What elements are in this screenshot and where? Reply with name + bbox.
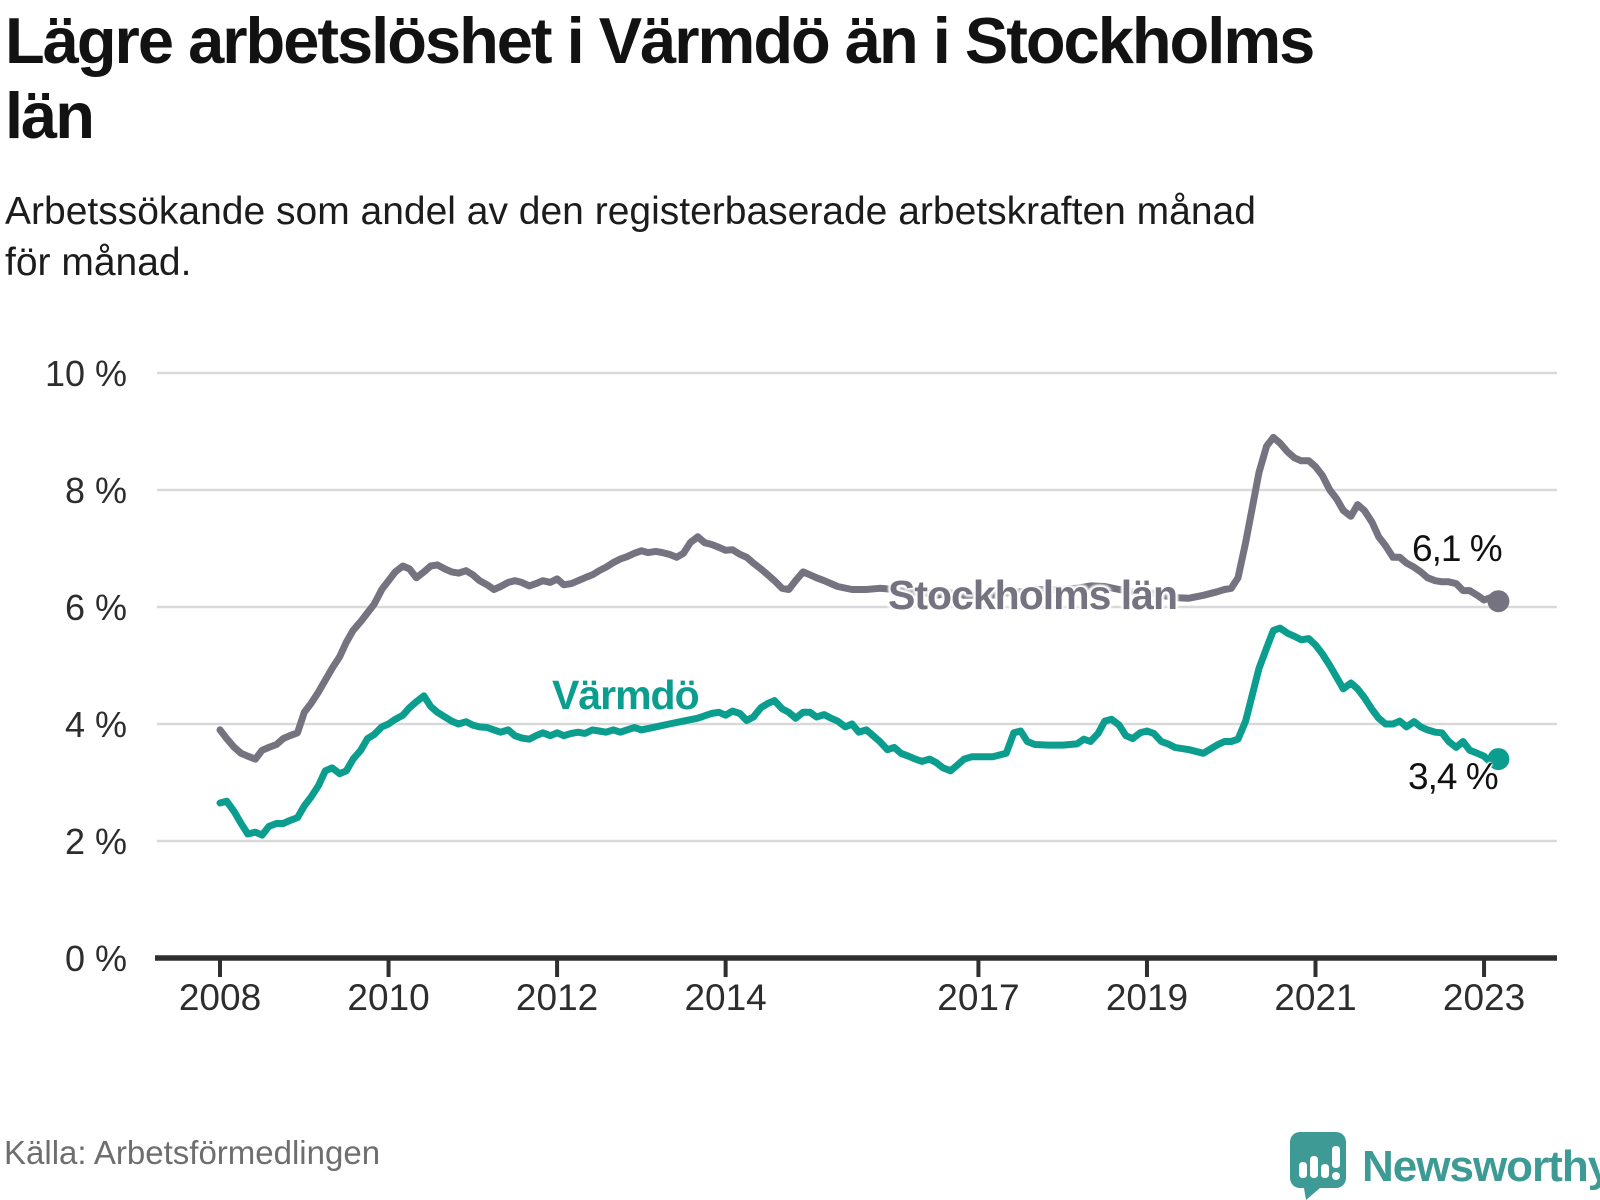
- x-tick-label: 2023: [1443, 977, 1525, 1018]
- x-tick-label: 2010: [347, 977, 429, 1018]
- y-tick-label: 4 %: [65, 704, 127, 745]
- source-note: Källa: Arbetsförmedlingen: [4, 1134, 381, 1171]
- y-tick-label: 0 %: [65, 938, 127, 979]
- x-tick-label: 2012: [516, 977, 598, 1018]
- y-tick-label: 10 %: [45, 353, 127, 394]
- series-label-varmdo: Värmdö: [552, 672, 700, 718]
- x-tick-label: 2017: [937, 977, 1019, 1018]
- line-stockholms-lan: [216, 433, 1502, 763]
- x-tick-label: 2008: [179, 977, 261, 1018]
- end-dot-varmdo: [1487, 748, 1510, 771]
- y-tick-label: 6 %: [65, 587, 127, 628]
- page-title: Lägre arbetslöshet i Värmdö än i Stockho…: [5, 4, 1315, 152]
- x-tick-label: 2014: [684, 977, 766, 1018]
- y-tick-label: 2 %: [65, 821, 127, 862]
- chart-subtitle: Arbetssökande som andel av den registerb…: [5, 190, 1256, 285]
- y-tick-label: 8 %: [65, 470, 127, 511]
- line-varmdo: [216, 624, 1502, 839]
- newsworthy-brand: Newsworthy: [1286, 1130, 1600, 1200]
- newsworthy-logo-text: Newsworthy: [1362, 1142, 1600, 1191]
- end-value-label-stockholms-lan: 6,1 %: [1412, 528, 1503, 569]
- x-tick-label: 2019: [1106, 977, 1188, 1018]
- newsworthy-logo-icon: [1290, 1132, 1346, 1200]
- end-value-label-varmdo: 3,4 %: [1408, 756, 1499, 797]
- series-label-stockholms-lan: Stockholms län: [888, 572, 1178, 618]
- end-dot-stockholms-lan: [1487, 590, 1510, 613]
- x-tick-label: 2021: [1274, 977, 1356, 1018]
